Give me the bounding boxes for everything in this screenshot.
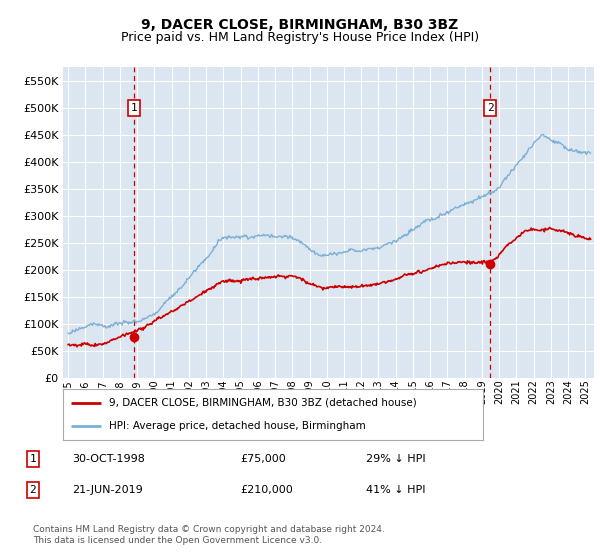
Text: 2: 2 (487, 102, 493, 113)
Text: Contains HM Land Registry data © Crown copyright and database right 2024.
This d: Contains HM Land Registry data © Crown c… (33, 525, 385, 545)
Text: HPI: Average price, detached house, Birmingham: HPI: Average price, detached house, Birm… (109, 421, 366, 431)
Text: 2: 2 (29, 485, 37, 495)
Text: £75,000: £75,000 (240, 454, 286, 464)
Text: Price paid vs. HM Land Registry's House Price Index (HPI): Price paid vs. HM Land Registry's House … (121, 31, 479, 44)
Text: 29% ↓ HPI: 29% ↓ HPI (366, 454, 425, 464)
Text: 9, DACER CLOSE, BIRMINGHAM, B30 3BZ (detached house): 9, DACER CLOSE, BIRMINGHAM, B30 3BZ (det… (109, 398, 417, 408)
Text: £210,000: £210,000 (240, 485, 293, 495)
Text: 21-JUN-2019: 21-JUN-2019 (72, 485, 143, 495)
Text: 9, DACER CLOSE, BIRMINGHAM, B30 3BZ: 9, DACER CLOSE, BIRMINGHAM, B30 3BZ (142, 18, 458, 32)
Text: 41% ↓ HPI: 41% ↓ HPI (366, 485, 425, 495)
Text: 1: 1 (131, 102, 137, 113)
Text: 30-OCT-1998: 30-OCT-1998 (72, 454, 145, 464)
Text: 1: 1 (29, 454, 37, 464)
